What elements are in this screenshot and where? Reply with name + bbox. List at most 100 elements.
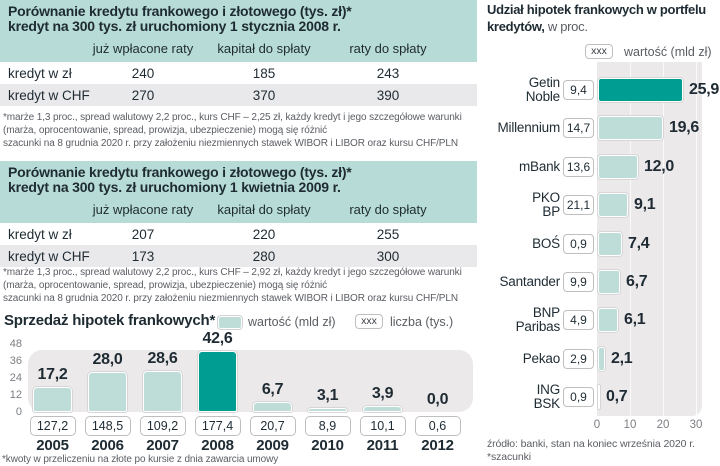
bank-share-value: 2,1 <box>611 349 633 367</box>
table-row-pln-2008: kredyt w zł 240 185 243 <box>0 62 477 84</box>
bank-value-box: 14,7 <box>563 118 594 139</box>
bank-name-line: Noble <box>525 89 560 104</box>
gridline-20 <box>663 62 664 416</box>
share-chart-title-units: w proc. <box>544 19 588 34</box>
bank-name-line: BOŚ <box>532 235 560 251</box>
footnote-line: szacunki na 8 grudnia 2020 r. przy założ… <box>3 138 458 149</box>
bank-share-value: 9,1 <box>634 196 656 214</box>
y-axis-tick-label: 48 <box>9 338 22 350</box>
bank-name-label: BOŚ <box>486 229 560 259</box>
gridline-10 <box>630 62 631 416</box>
table-loan-2009: Porównanie kredytu frankowego i złotoweg… <box>0 161 477 267</box>
cell-value: 270 <box>131 87 155 103</box>
share-chart-title-line2: kredytów, w proc. <box>487 19 588 34</box>
bank-name-label: ING BSK <box>486 382 561 412</box>
column-header-empty <box>0 202 90 217</box>
sales-bar-value-label: 42,6 <box>202 330 233 347</box>
footnote-line: *marże 1,3 proc., spread walutowy 2,2 pr… <box>3 112 462 123</box>
bank-name-line: Santander <box>499 274 561 289</box>
bank-name-line: Getin <box>528 75 560 90</box>
sales-count-box: 109,2 <box>139 416 186 436</box>
sales-bar-value-label: 17,2 <box>37 366 68 383</box>
bank-share-bar <box>598 308 618 333</box>
bank-value-box: 13,6 <box>563 156 594 177</box>
sales-year-label: 2006 <box>91 437 124 454</box>
row-label: kredyt w CHF <box>8 248 90 264</box>
cell-value: 280 <box>252 248 276 264</box>
table-row-chf-2008: kredyt w CHF 270 370 390 <box>0 84 477 106</box>
sales-year-label: 2008 <box>201 437 234 454</box>
source-line: źródło: banki, stan na koniec września 2… <box>487 438 695 450</box>
bank-name-line: PKO <box>532 190 560 206</box>
count-legend-box: xxx <box>355 314 383 329</box>
value-legend-swatch <box>218 316 242 329</box>
table-2009-column-headers: już wpłacone raty kapitał do spłaty raty… <box>0 202 477 217</box>
sales-bar <box>308 408 347 412</box>
table-row-chf-2009: kredyt w CHF 173 280 300 <box>0 245 477 267</box>
table-row-pln-2009: kredyt w zł 207 220 255 <box>0 223 477 245</box>
column-header-paid-installments: już wpłacone raty <box>92 41 194 56</box>
bank-name-label: Millennium <box>486 113 560 143</box>
sales-bar <box>143 371 182 412</box>
sales-bar <box>253 402 292 412</box>
sales-count-box: 148,5 <box>84 416 131 436</box>
sales-bar-value-label: 0,0 <box>426 391 449 408</box>
x-axis-tick-label: 20 <box>656 419 670 431</box>
sales-year-label: 2007 <box>146 437 179 454</box>
sales-chart-footnote: *kwoty w przeliczeniu na złote po kursie… <box>2 453 476 466</box>
bank-name-label: PKO BP <box>486 190 560 220</box>
table-2008-title-line1: Porównanie kredytu frankowego i złotoweg… <box>8 3 352 19</box>
bank-name-line: Paribas <box>515 319 561 335</box>
bank-share-bar <box>598 385 600 410</box>
table-2009-header-band: Porównanie kredytu frankowego i złotoweg… <box>0 161 477 223</box>
bank-value-box: 0,9 <box>563 233 594 254</box>
sales-chart-title: Sprzedaż hipotek frankowych* <box>4 312 216 329</box>
sales-year-label: 2011 <box>366 437 399 454</box>
cell-value: 390 <box>376 87 400 103</box>
bank-share-value: 19,6 <box>669 119 699 137</box>
sales-bar <box>33 387 72 412</box>
sales-year-label: 2012 <box>421 437 454 454</box>
column-header-capital-remaining: kapitał do spłaty <box>217 41 311 56</box>
source-line: *szacunki <box>487 451 532 463</box>
bank-share-value: 6,7 <box>626 273 648 290</box>
gridline-30 <box>696 62 697 416</box>
x-axis-tick-label: 0 <box>593 419 601 431</box>
sales-year-label: 2005 <box>36 437 69 454</box>
bank-share-bar <box>598 231 622 256</box>
cell-value: 173 <box>131 248 155 264</box>
bank-value-box: 2,9 <box>563 348 594 369</box>
y-axis-tick-label: 12 <box>9 389 22 401</box>
sales-bar-value-label: 3,9 <box>371 385 394 402</box>
footnote-line: (marża, oprocentowanie, spread, prowizja… <box>3 280 328 291</box>
footnote-line: (marża, oprocentowanie, spread, prowizja… <box>3 125 328 136</box>
x-axis-tick-label: 30 <box>689 419 703 431</box>
table-2009-title-line1: Porównanie kredytu frankowego i złotoweg… <box>8 164 352 180</box>
cell-value: 300 <box>376 248 400 264</box>
bank-name-label: Getin Noble <box>486 75 560 105</box>
sales-bar <box>198 351 237 412</box>
column-header-installments-remaining: raty do spłaty <box>349 202 427 217</box>
sales-count-box: 8,9 <box>304 416 351 436</box>
right-column: Udział hipotek frankowych w portfelu kre… <box>486 0 720 466</box>
bank-share-bar <box>598 154 638 179</box>
sales-bar-value-label: 6,7 <box>261 381 284 398</box>
share-chart-title-bold: kredytów, <box>487 19 545 34</box>
bank-share-value: 7,4 <box>628 234 650 252</box>
sales-bar-value-label: 28,0 <box>92 351 123 368</box>
sales-year-label: 2009 <box>256 437 289 454</box>
column-header-empty <box>0 41 90 56</box>
row-label: kredyt w CHF <box>8 87 90 103</box>
footnote-line: *marże 1,3 proc., spread walutowy 2,2 pr… <box>3 267 462 278</box>
bank-share-value: 25,9 <box>689 81 719 98</box>
bank-name-line: Pekao <box>522 350 560 366</box>
sales-bar <box>363 406 402 412</box>
column-header-capital-remaining: kapitał do spłaty <box>217 202 311 217</box>
footnote-line: *kwoty w przeliczeniu na złote po kursie… <box>2 454 279 465</box>
table-2009-title-line2: kredyt na 300 tys. zł uruchomiony 1 kwie… <box>8 179 341 195</box>
x-axis-tick-label: 10 <box>623 419 637 431</box>
bank-name-label: mBank <box>486 152 560 182</box>
left-column: Porównanie kredytu frankowego i złotoweg… <box>0 0 477 466</box>
bank-name-line: Millennium <box>497 120 560 136</box>
